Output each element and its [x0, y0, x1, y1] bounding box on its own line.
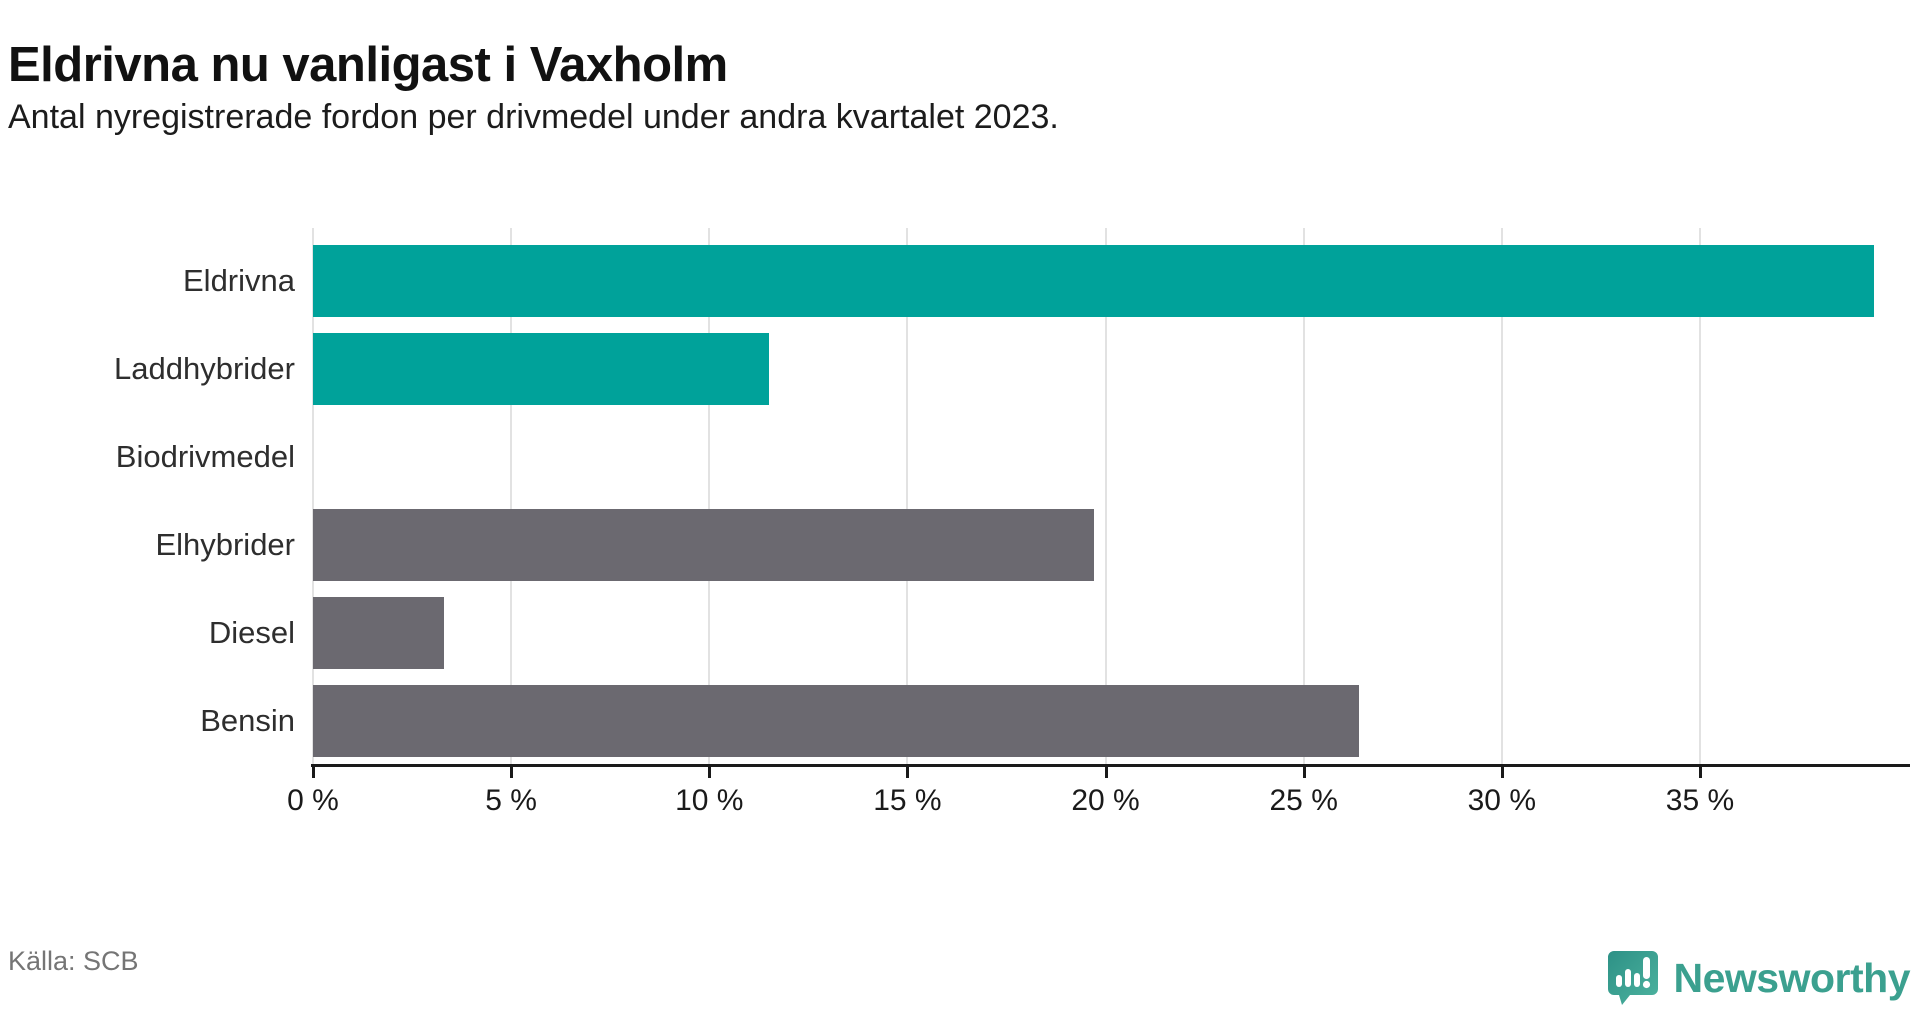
- category-label: Laddhybrider: [114, 351, 295, 386]
- gridline: [708, 228, 711, 766]
- gridline: [510, 228, 513, 766]
- category-label: Eldrivna: [183, 263, 295, 298]
- gridline: [1500, 228, 1503, 766]
- newsworthy-logo-icon: [1607, 951, 1658, 1005]
- source-note: Källa: SCB: [8, 946, 139, 976]
- tick-label: 20 %: [1071, 784, 1140, 817]
- axis-tick: [312, 767, 315, 778]
- bar-laddhybrider: [313, 333, 769, 405]
- axis-tick: [510, 767, 514, 778]
- page-title: Eldrivna nu vanligast i Vaxholm: [8, 37, 728, 92]
- bar-diesel: [313, 597, 444, 669]
- gridline: [1302, 228, 1305, 766]
- brand-name: Newsworthy: [1673, 954, 1911, 1001]
- category-label: Elhybrider: [155, 527, 295, 562]
- bar-elhybrider: [313, 509, 1094, 581]
- axis-tick: [708, 767, 712, 778]
- brand-footer: Newsworthy: [1606, 948, 1911, 1008]
- tick-label: 30 %: [1467, 784, 1537, 817]
- gridline: [1698, 228, 1701, 766]
- tick-label: 0 %: [287, 784, 339, 817]
- axis-tick: [1500, 767, 1504, 778]
- tick-label: 15 %: [873, 784, 942, 817]
- gridline: [1104, 228, 1107, 766]
- axis-tick: [1104, 767, 1108, 778]
- axis-tick: [1698, 767, 1702, 778]
- category-label: Biodrivmedel: [115, 439, 295, 474]
- tick-label: 25 %: [1269, 784, 1338, 817]
- plot-area: [312, 228, 1910, 766]
- gridline: [906, 228, 909, 766]
- gridline: [312, 228, 314, 766]
- tick-label: 35 %: [1665, 784, 1735, 817]
- chart-subtitle: Antal nyregistrerade fordon per drivmede…: [8, 98, 1059, 136]
- tick-label: 10 %: [675, 784, 744, 817]
- x-axis-line: [311, 764, 1910, 767]
- bar-bensin: [313, 685, 1360, 757]
- category-label: Bensin: [200, 703, 295, 738]
- bar-eldrivna: [313, 245, 1875, 317]
- axis-tick: [906, 767, 910, 778]
- axis-tick: [1302, 767, 1306, 778]
- category-label: Diesel: [208, 615, 295, 650]
- tick-label: 5 %: [485, 784, 537, 817]
